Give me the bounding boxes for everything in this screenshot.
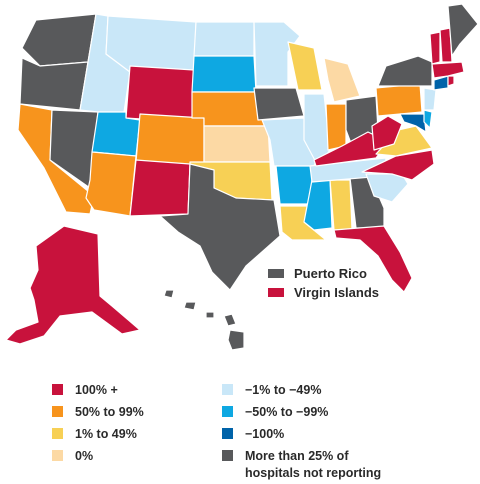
territory-swatch	[268, 269, 284, 278]
state-alaska	[5, 225, 141, 345]
legend-item-100-plus: 100% +	[52, 382, 118, 399]
legend-label: More than 25% of hospitals not reporting	[245, 449, 382, 480]
state-rhode-island	[447, 75, 455, 87]
legend-swatch	[222, 428, 233, 439]
state-alabama	[329, 179, 353, 231]
legend-item-neg50-to-neg99: −50% to −99%	[222, 404, 328, 421]
state-iowa	[253, 87, 305, 121]
state-south-dakota	[191, 55, 257, 93]
legend-label: −100%	[245, 427, 285, 441]
territory-key-puerto-rico: Puerto Rico	[268, 266, 367, 281]
legend-item-50-to-99: 50% to 99%	[52, 404, 144, 421]
legend-item-0: 0%	[52, 448, 93, 465]
legend-item-neg100: −100%	[222, 426, 284, 443]
state-new-jersey	[423, 87, 437, 111]
legend-item-1-to-49: 1% to 49%	[52, 426, 137, 443]
territory-swatch	[268, 288, 284, 297]
state-kansas	[203, 125, 271, 163]
state-montana	[105, 15, 197, 73]
legend-label: 50% to 99%	[75, 405, 144, 419]
state-utah	[91, 111, 141, 157]
legend-label: 1% to 49%	[75, 427, 137, 441]
state-north-dakota	[193, 21, 255, 57]
state-connecticut	[433, 75, 449, 91]
state-oregon	[19, 57, 89, 111]
legend-label: −50% to −99%	[245, 405, 329, 419]
territory-label: Virgin Islands	[294, 285, 380, 300]
state-minnesota	[253, 21, 301, 87]
state-arizona	[85, 151, 137, 217]
legend-swatch	[222, 450, 233, 461]
color-legend: 100% + 50% to 99% 1% to 49% 0% −1% to −4…	[52, 370, 452, 484]
state-florida	[333, 225, 413, 293]
legend-swatch	[52, 384, 63, 395]
territory-label: Puerto Rico	[294, 266, 367, 281]
state-maryland	[399, 113, 427, 133]
state-new-mexico	[129, 159, 191, 217]
state-colorado	[135, 113, 205, 167]
state-washington	[21, 13, 97, 67]
legend-swatch	[222, 406, 233, 417]
legend-label: 100% +	[75, 383, 118, 397]
state-delaware	[423, 109, 433, 129]
legend-swatch	[52, 406, 63, 417]
legend-item-neg1-to-neg49: −1% to −49%	[222, 382, 321, 399]
state-texas	[159, 163, 281, 291]
state-michigan	[323, 57, 361, 103]
legend-swatch	[222, 384, 233, 395]
state-pennsylvania	[375, 83, 423, 117]
state-new-hampshire	[439, 27, 453, 63]
legend-label: 0%	[75, 449, 94, 463]
legend-swatch	[52, 450, 63, 461]
state-maine	[447, 3, 479, 57]
legend-swatch	[52, 428, 63, 439]
state-wyoming	[125, 65, 195, 123]
state-vermont	[429, 31, 441, 65]
legend-label: −1% to −49%	[245, 383, 322, 397]
state-indiana	[325, 103, 347, 151]
state-new-york	[377, 55, 433, 87]
state-hawaii	[163, 289, 245, 351]
state-massachusetts	[431, 61, 465, 79]
state-west-virginia	[371, 115, 403, 151]
state-wisconsin	[287, 41, 323, 91]
territory-key-virgin-islands: Virgin Islands	[268, 285, 379, 300]
legend-item-not-reporting: More than 25% of hospitals not reporting	[222, 448, 392, 482]
